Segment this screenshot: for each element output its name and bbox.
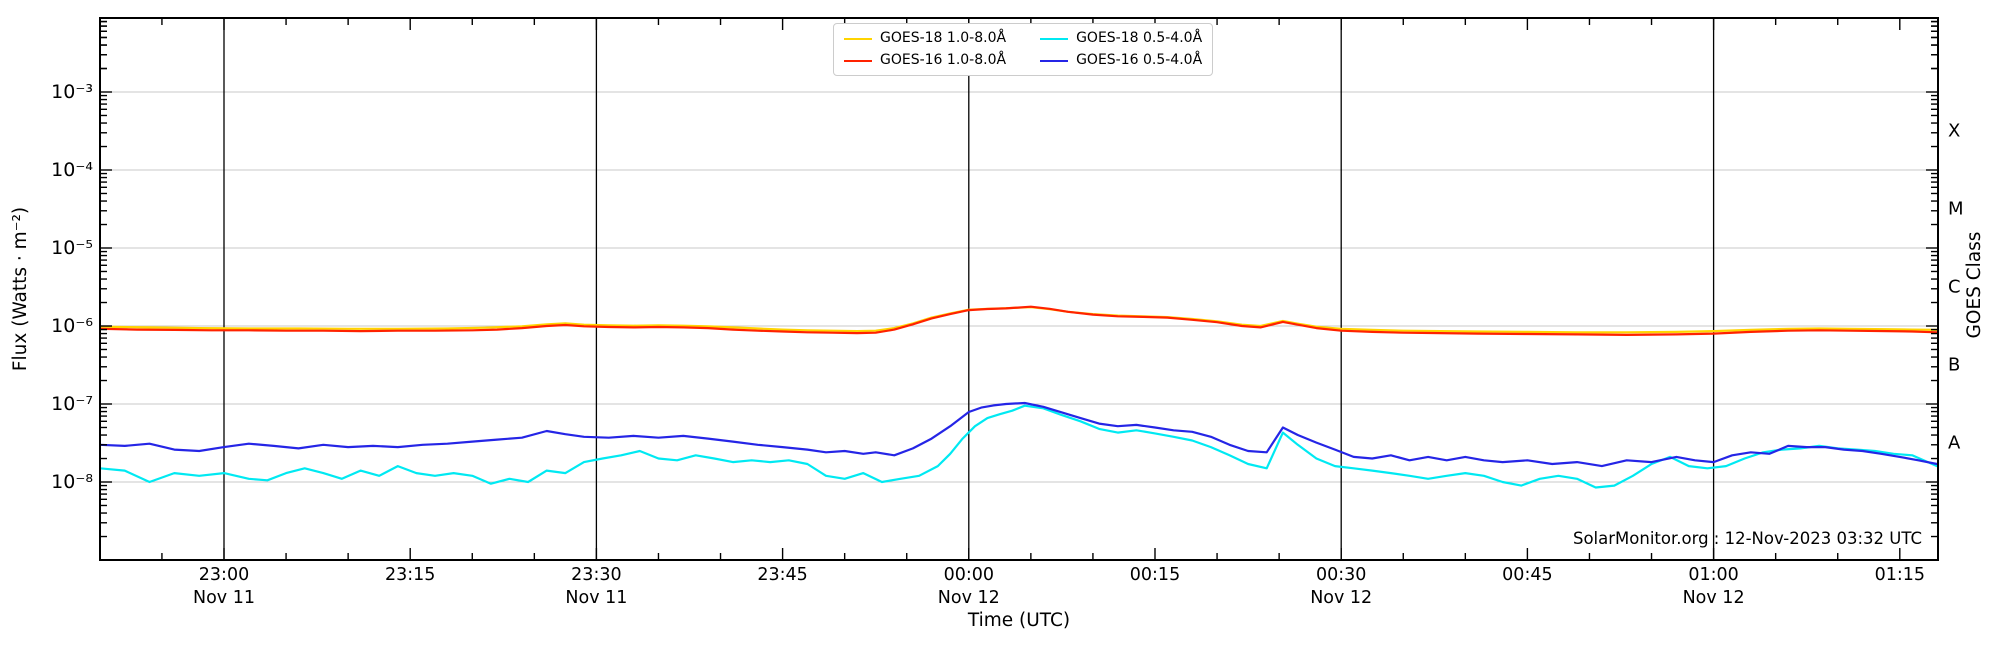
y-axis-label-left: Flux (Watts · m⁻²) <box>10 206 31 372</box>
series-group <box>100 305 1938 489</box>
watermark-text: SolarMonitor.org : 12-Nov-2023 03:32 UTC <box>1572 529 1922 548</box>
x-tick-label: 00:15 <box>1129 565 1181 585</box>
y-tick-label: 10⁻⁸ <box>51 471 93 493</box>
series-line <box>100 404 1938 489</box>
x-tick-label: 23:00 <box>198 565 250 585</box>
x-tick-label: 00:30 <box>1315 565 1367 585</box>
tick-marks <box>100 18 1938 560</box>
x-tick-label: 23:15 <box>384 565 436 585</box>
x-tick-label: 00:00 <box>943 565 995 585</box>
x-tick-label: 00:45 <box>1502 565 1553 585</box>
x-tick-date-label: Nov 12 <box>937 588 1000 608</box>
goes-class-label: A <box>1948 432 1961 454</box>
goes-class-label: C <box>1948 276 1961 298</box>
legend-item: GOES-18 0.5-4.0Å <box>1040 28 1202 49</box>
plot-border <box>99 17 1939 561</box>
x-tick-date-label: Nov 12 <box>1310 588 1373 608</box>
legend-item-label: GOES-18 0.5-4.0Å <box>1076 30 1203 46</box>
x-tick-date-label: Nov 12 <box>1682 588 1745 608</box>
y-tick-label: 10⁻⁶ <box>51 315 93 337</box>
series-line <box>100 306 1938 334</box>
y-tick-label: 10⁻⁷ <box>51 393 93 415</box>
series-line <box>100 305 1938 336</box>
legend-item: GOES-18 1.0-8.0Å <box>844 28 1006 49</box>
y-tick-label: 10⁻⁴ <box>51 159 93 181</box>
x-tick-label: 23:30 <box>571 565 622 585</box>
y-axis-label-right: GOES Class <box>1964 231 1985 339</box>
x-tick-date-label: Nov 11 <box>565 588 628 608</box>
legend: GOES-18 1.0-8.0Å GOES-16 1.0-8.0Å GOES-18 … <box>833 23 1214 76</box>
goes-class-label: M <box>1948 198 1964 220</box>
series-line <box>100 401 1938 468</box>
goes-class-label: B <box>1948 354 1961 376</box>
y-tick-label: 10⁻⁵ <box>51 237 93 259</box>
legend-line-swatch <box>1040 37 1069 40</box>
goes-class-label: X <box>1948 120 1961 142</box>
legend-item-label: GOES-16 1.0-8.0Å <box>880 52 1007 68</box>
legend-item: GOES-16 0.5-4.0Å <box>1040 50 1202 71</box>
legend-line-swatch <box>844 37 872 40</box>
x-axis-label: Time (UTC) <box>967 610 1071 631</box>
legend-item-label: GOES-16 0.5-4.0Å <box>1076 52 1203 68</box>
x-tick-label: 01:15 <box>1874 565 1925 585</box>
legend-item-label: GOES-18 1.0-8.0Å <box>880 30 1007 46</box>
legend-line-swatch <box>844 59 872 62</box>
x-tick-date-label: Nov 11 <box>193 588 255 608</box>
x-tick-label: 01:00 <box>1688 565 1739 585</box>
legend-item: GOES-16 1.0-8.0Å <box>844 50 1006 71</box>
y-tick-label: 10⁻³ <box>51 81 93 103</box>
legend-line-swatch <box>1040 59 1069 62</box>
x-tick-label: 23:45 <box>757 565 808 585</box>
